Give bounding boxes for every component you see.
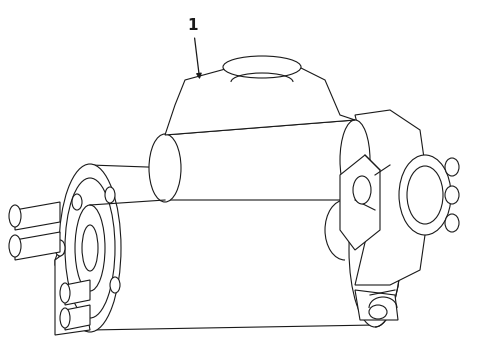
Ellipse shape (149, 134, 181, 202)
Ellipse shape (70, 284, 80, 300)
Polygon shape (355, 110, 430, 285)
Ellipse shape (9, 235, 21, 257)
Ellipse shape (223, 56, 301, 78)
Ellipse shape (445, 186, 459, 204)
Ellipse shape (407, 166, 443, 224)
Ellipse shape (340, 120, 370, 200)
Ellipse shape (75, 205, 105, 291)
Polygon shape (165, 65, 355, 135)
Ellipse shape (60, 283, 70, 303)
Ellipse shape (445, 214, 459, 232)
Ellipse shape (445, 158, 459, 176)
Ellipse shape (60, 308, 70, 328)
Ellipse shape (55, 240, 65, 256)
Polygon shape (165, 120, 355, 200)
Polygon shape (340, 155, 380, 250)
Ellipse shape (105, 187, 115, 203)
Ellipse shape (9, 205, 21, 227)
Ellipse shape (349, 173, 401, 327)
Ellipse shape (72, 194, 82, 210)
Ellipse shape (353, 176, 371, 204)
Polygon shape (355, 290, 398, 320)
Ellipse shape (369, 305, 387, 319)
Ellipse shape (65, 178, 115, 318)
Ellipse shape (59, 164, 121, 332)
Polygon shape (55, 165, 375, 330)
Polygon shape (55, 245, 90, 335)
Text: 1: 1 (188, 18, 201, 78)
Ellipse shape (110, 277, 120, 293)
Polygon shape (15, 202, 60, 230)
Polygon shape (15, 232, 60, 260)
Ellipse shape (399, 155, 451, 235)
Polygon shape (65, 280, 90, 305)
Ellipse shape (82, 225, 98, 271)
Polygon shape (65, 305, 90, 330)
